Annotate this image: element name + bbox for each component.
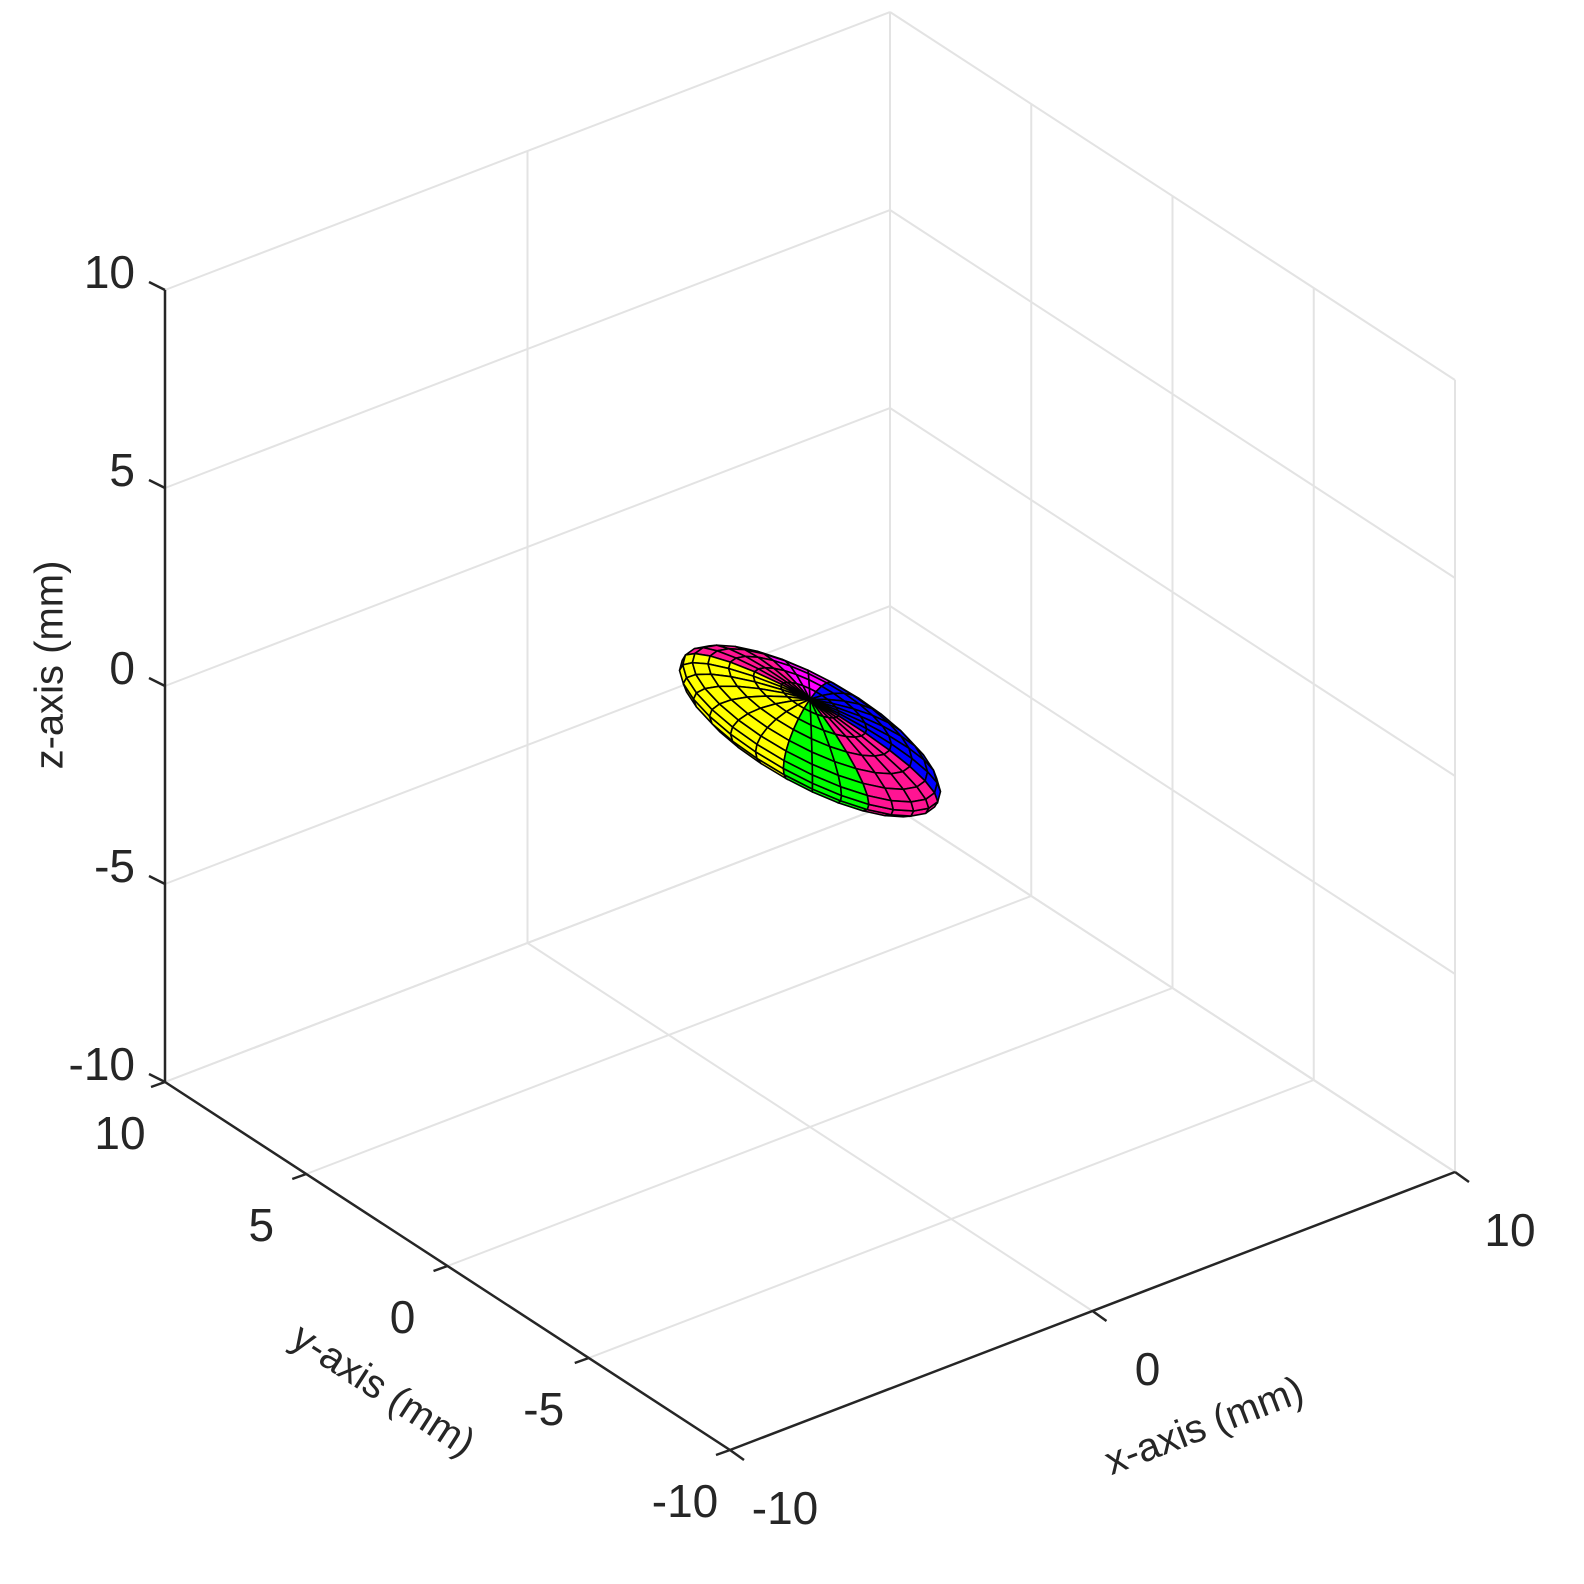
grid-line xyxy=(889,11,1456,381)
x-tick xyxy=(1454,1170,1470,1184)
y-tick xyxy=(150,1080,166,1089)
z-tick-label: 5 xyxy=(109,444,135,496)
z-tick-label: 0 xyxy=(109,642,135,694)
x-tick-label: -10 xyxy=(752,1482,818,1534)
z-tick xyxy=(148,280,166,292)
grid-line xyxy=(305,895,1032,1175)
x-tick xyxy=(1091,1309,1108,1323)
y-tick-label: -5 xyxy=(523,1383,564,1435)
y-tick xyxy=(574,1356,590,1365)
grid-line xyxy=(164,803,891,1083)
y-tick-label: 5 xyxy=(248,1199,274,1251)
z-axis-label: z-axis (mm) xyxy=(28,561,72,770)
y-tick-label: 10 xyxy=(94,1107,145,1159)
y-tick-label: 0 xyxy=(390,1291,416,1343)
y-tick xyxy=(291,1172,307,1181)
z-tick-label: 10 xyxy=(84,246,135,298)
surface-patch xyxy=(890,799,915,812)
x-axis-label: x-axis (mm) xyxy=(1099,1368,1310,1484)
y-tick xyxy=(715,1448,731,1457)
y-axis-label: y-axis (mm) xyxy=(284,1315,483,1466)
axes: -10 -5 0 5 10 -10 -5 0 5 10 -10 0 10 xyxy=(69,246,1536,1534)
x-tick-label: 10 xyxy=(1484,1204,1535,1256)
y-tick-label: -10 xyxy=(652,1475,718,1527)
grid-line xyxy=(164,209,891,489)
z-tick xyxy=(148,478,166,490)
grid-line xyxy=(164,11,891,291)
z-tick xyxy=(148,676,166,688)
grid xyxy=(164,11,1456,1451)
grid-line xyxy=(889,407,1456,777)
z-tick-label: -10 xyxy=(69,1038,135,1090)
ellipsoid xyxy=(678,644,942,818)
grid-line xyxy=(889,605,1456,975)
x-tick-label: 0 xyxy=(1135,1343,1161,1395)
grid-line xyxy=(889,209,1456,579)
z-tick xyxy=(148,874,166,886)
grid-line xyxy=(164,605,891,885)
y-tick xyxy=(433,1264,448,1273)
x-tick xyxy=(729,1448,745,1462)
grid-line xyxy=(588,1079,1315,1359)
grid-line xyxy=(889,803,1456,1173)
z-tick-label: -5 xyxy=(94,840,135,892)
z-tick xyxy=(148,1072,166,1084)
grid-line xyxy=(447,987,1173,1267)
grid-line xyxy=(164,407,891,687)
